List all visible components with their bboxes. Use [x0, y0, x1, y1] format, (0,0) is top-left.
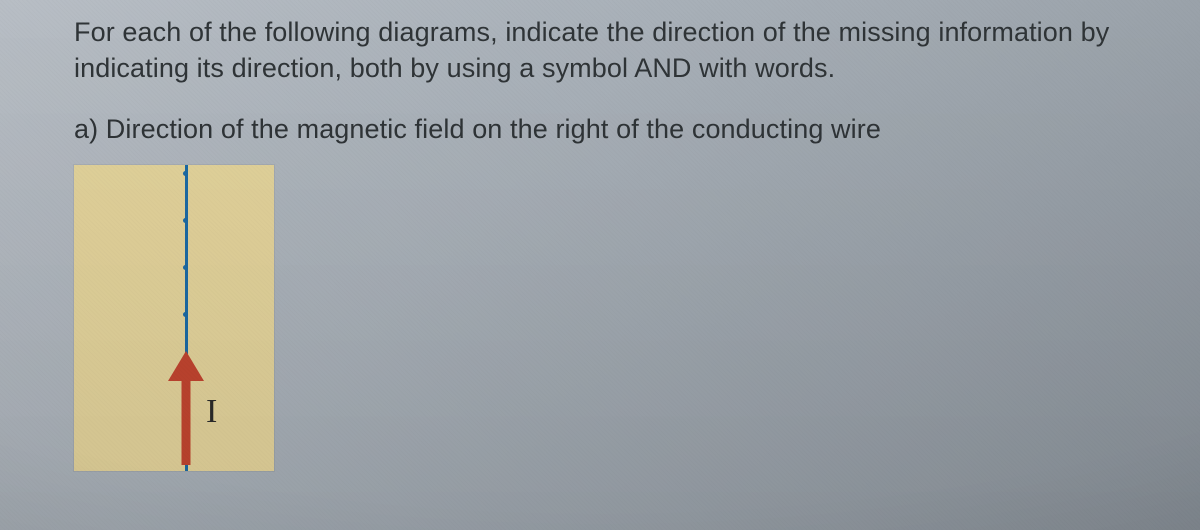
diagram-a: I — [74, 165, 274, 471]
question-page: For each of the following diagrams, indi… — [0, 0, 1200, 530]
current-arrow — [74, 165, 274, 471]
current-arrow-shape — [168, 351, 204, 465]
part-a-label: a) Direction of the magnetic field on th… — [74, 111, 1140, 147]
current-label: I — [206, 393, 217, 431]
instruction-text: For each of the following diagrams, indi… — [74, 14, 1140, 87]
